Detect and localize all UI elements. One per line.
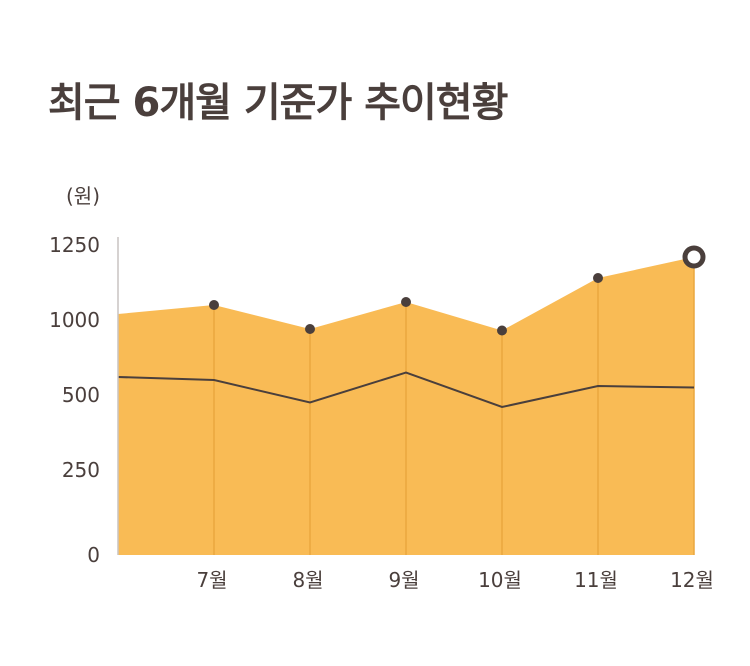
- data-point-marker-latest: [682, 245, 706, 269]
- line-series: [117, 371, 695, 409]
- y-tick-label: 0: [87, 543, 100, 567]
- data-point-marker: [593, 273, 603, 283]
- tick-layer: 0 250 500 1000 1250 7월 8월 9월 10월 11월 12월: [49, 233, 714, 592]
- x-tick-label: 11월: [574, 568, 618, 592]
- data-point-marker: [209, 300, 219, 310]
- y-tick-label: 500: [62, 383, 100, 407]
- y-tick-label: 1000: [49, 308, 100, 332]
- data-point-marker: [497, 325, 507, 336]
- data-point-marker: [305, 324, 315, 334]
- line-layer: [117, 371, 695, 409]
- x-tick-label: 9월: [388, 568, 419, 592]
- x-tick-label: 8월: [292, 568, 323, 592]
- y-axis-unit-label: (원): [66, 184, 101, 208]
- chart-title: 최근 6개월 기준가 추이현황: [48, 80, 508, 126]
- y-tick-label: 250: [62, 458, 100, 482]
- marker-layer: [209, 245, 706, 336]
- x-tick-label: 7월: [196, 568, 227, 592]
- data-point-marker: [401, 297, 411, 307]
- y-tick-label: 1250: [49, 233, 100, 257]
- x-tick-label: 10월: [478, 568, 522, 592]
- x-tick-label: 12월: [670, 568, 714, 592]
- grid-layer: [213, 257, 695, 555]
